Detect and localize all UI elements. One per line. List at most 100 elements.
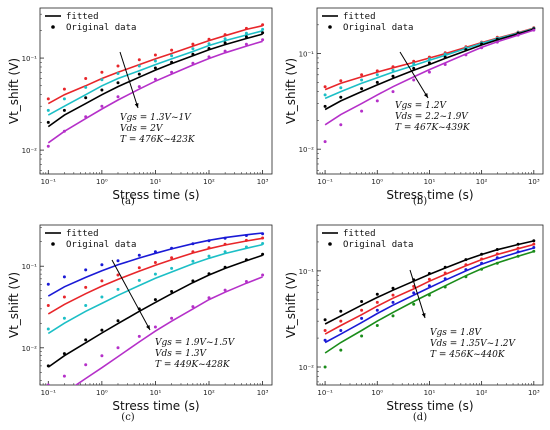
data-point — [339, 319, 343, 323]
legend-fitted-label: fitted — [66, 229, 99, 239]
data-point — [261, 242, 265, 245]
data-point — [170, 316, 174, 320]
x-tick-label: 10⁻¹ — [317, 389, 333, 397]
data-point — [207, 47, 211, 50]
data-point — [464, 48, 468, 52]
x-tick-label: 10⁰ — [96, 178, 108, 186]
panel-label: (b) — [413, 196, 427, 207]
data-point — [495, 252, 499, 256]
data-point — [191, 52, 195, 56]
annotation-arrow — [409, 269, 426, 319]
data-point — [323, 365, 327, 369]
data-point — [137, 58, 141, 62]
data-point — [532, 239, 536, 243]
data-point — [116, 95, 120, 99]
data-point — [223, 37, 227, 41]
data-point — [443, 277, 447, 281]
annotation-arrowhead — [134, 103, 139, 108]
data-point — [412, 59, 416, 63]
data-point — [84, 304, 88, 307]
data-point — [516, 33, 520, 37]
data-point — [46, 327, 50, 331]
y-axis-label: Vt_shift (V) — [284, 272, 298, 338]
data-point — [62, 295, 66, 299]
data-point — [170, 48, 174, 52]
data-point — [191, 279, 195, 283]
data-point — [495, 37, 499, 41]
data-point — [100, 78, 104, 82]
data-point — [100, 70, 104, 74]
annotation-line: Vds = 2V — [120, 124, 164, 134]
x-tick-label: 10⁰ — [371, 178, 383, 186]
data-point — [261, 232, 265, 236]
data-point — [427, 293, 431, 297]
data-point — [84, 115, 88, 119]
plot-area — [323, 26, 536, 144]
data-point — [84, 96, 88, 100]
data-point — [223, 236, 227, 240]
data-point — [223, 250, 227, 254]
data-point — [480, 267, 484, 271]
data-point — [62, 352, 66, 356]
data-point — [137, 64, 141, 68]
plot-frame — [39, 224, 273, 386]
data-point — [137, 72, 141, 76]
data-point — [323, 338, 327, 342]
plot-area — [46, 232, 265, 385]
data-point — [360, 316, 364, 320]
data-point — [516, 250, 520, 254]
data-point — [137, 278, 141, 282]
data-point — [244, 26, 248, 30]
data-point — [223, 265, 227, 269]
x-tick-label: 10² — [476, 178, 488, 186]
data-point — [46, 364, 50, 368]
data-point — [84, 363, 88, 367]
x-axis-label: Stress time (s) — [386, 399, 473, 413]
y-tick-label: 10⁻² — [22, 147, 38, 155]
x-axis-label: Stress time (s) — [112, 188, 199, 202]
annotation-line: Vgs = 1.2V — [395, 101, 447, 111]
data-point — [516, 254, 520, 258]
annotation-line: Vgs = 1.8V — [430, 328, 482, 338]
annotation-line: T = 476K~423K — [120, 135, 196, 145]
data-point — [427, 70, 431, 74]
data-point — [480, 252, 484, 256]
annotation-line: T = 456K~440K — [430, 350, 506, 360]
y-tick-label: 10⁻² — [299, 146, 315, 154]
data-point — [323, 93, 327, 97]
data-point — [391, 293, 395, 297]
data-point — [62, 275, 66, 279]
data-point — [191, 259, 195, 263]
annotation-line: Vgs = 1.3V~1V — [120, 113, 192, 123]
data-point — [427, 57, 431, 61]
data-point — [153, 261, 157, 264]
fitted-line-2 — [47, 33, 263, 128]
data-point — [116, 64, 120, 68]
data-point — [170, 266, 174, 270]
data-point — [207, 42, 211, 46]
y-axis-label: Vt_shift (V) — [7, 272, 21, 338]
data-point — [391, 74, 395, 78]
plot-frame — [316, 224, 544, 386]
data-point — [153, 66, 157, 70]
data-point — [375, 292, 379, 296]
legend-data-swatch — [51, 242, 55, 246]
data-point — [375, 69, 379, 73]
data-point — [375, 308, 379, 312]
annotation-line: T = 449K~428K — [155, 360, 231, 370]
data-point — [62, 108, 66, 112]
annotation-arrow — [399, 51, 429, 99]
data-point — [412, 302, 416, 306]
data-point — [323, 104, 327, 108]
data-point — [46, 97, 50, 101]
data-point — [191, 61, 195, 65]
data-point — [360, 73, 364, 77]
data-point — [261, 252, 265, 256]
plot-area — [323, 239, 536, 369]
data-point — [153, 325, 157, 329]
data-point — [532, 28, 536, 32]
data-point — [261, 31, 265, 35]
x-tick-label: 10⁰ — [371, 389, 383, 397]
data-point — [391, 314, 395, 318]
